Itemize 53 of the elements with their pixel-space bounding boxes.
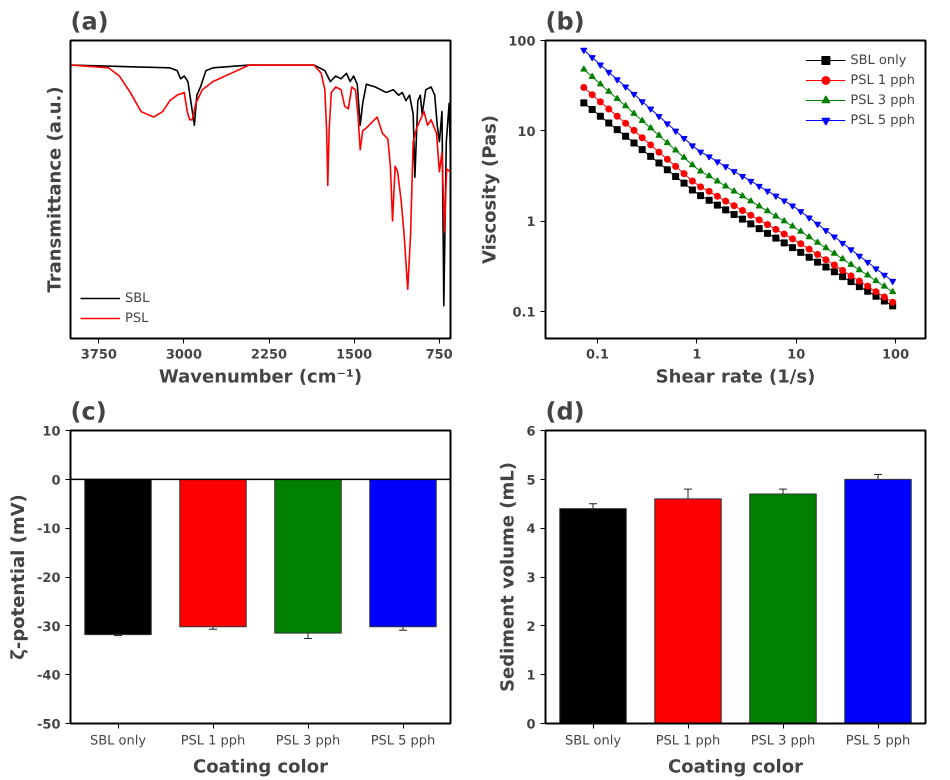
y-axis-title: Sediment volume (mL): [497, 462, 518, 692]
x-tick-label: 10: [787, 348, 806, 362]
x-tick-label: PSL 1 pph: [656, 734, 720, 748]
x-axis-title: Shear rate (1/s): [656, 366, 816, 388]
x-tick-label: PSL 1 pph: [180, 734, 246, 748]
legend-label: SBL only: [850, 52, 906, 68]
x-tick-label: PSL 5 pph: [846, 734, 910, 748]
y-tick-label: 5: [526, 473, 536, 488]
x-axis-title: Wavenumber (cm⁻¹): [158, 366, 362, 388]
x-tick-label: 100: [882, 348, 910, 362]
x-tick-label: 1: [692, 348, 702, 362]
y-tick-label: 4: [526, 522, 536, 538]
x-tick-label: PSL 3 pph: [276, 734, 340, 748]
legend-label: SBL: [125, 290, 150, 306]
x-tick-label: 3000: [166, 348, 202, 362]
y-tick-label: 6: [526, 424, 536, 440]
x-axis-title: Coating color: [193, 756, 328, 778]
y-tick-label: 10: [42, 424, 61, 440]
y-tick-label: -10: [37, 522, 61, 538]
legend-label: PSL 5 pph: [850, 112, 915, 128]
y-tick-label: -40: [37, 668, 61, 684]
x-tick-label: 2250: [250, 348, 288, 362]
y-tick-label: 0: [526, 718, 536, 732]
x-tick-label: PSL 3 pph: [750, 734, 816, 748]
chart-title: (b): [546, 8, 585, 36]
y-tick-label: 1: [526, 668, 536, 684]
legend-label: PSL: [125, 310, 148, 326]
y-tick-label: 2: [526, 620, 536, 635]
y-tick-label: 10: [517, 124, 536, 140]
y-tick-label: -50: [37, 718, 61, 732]
legend-label: PSL 3 pph: [850, 92, 915, 108]
legend-label: PSL 1 pph: [850, 72, 915, 88]
x-tick-label: SBL only: [564, 734, 622, 748]
y-tick-label: 3: [526, 571, 536, 586]
x-tick-label: PSL 5 pph: [370, 734, 436, 748]
x-tick-label: 0.1: [586, 348, 609, 362]
chart-title: (c): [70, 398, 107, 426]
x-axis-title: Coating color: [668, 756, 804, 778]
chart-title: (d): [546, 398, 585, 426]
y-tick-label: 0.1: [512, 305, 536, 320]
x-tick-label: SBL only: [90, 734, 146, 748]
y-tick-label: -30: [37, 620, 61, 635]
y-axis-title: Transmittance (a.u.): [44, 86, 66, 293]
x-tick-label: 750: [426, 348, 453, 362]
x-tick-label: 1500: [336, 348, 372, 362]
y-tick-label: -20: [37, 571, 61, 586]
y-tick-label: 1: [526, 215, 536, 230]
y-tick-label: 100: [508, 34, 536, 50]
y-axis-title: ζ-potential (mV): [8, 494, 30, 660]
chart-title: (a): [70, 8, 109, 36]
y-tick-label: 0: [51, 473, 60, 488]
x-tick-label: 3750: [80, 348, 117, 362]
y-axis-title: Viscosity (Pas): [479, 114, 500, 264]
